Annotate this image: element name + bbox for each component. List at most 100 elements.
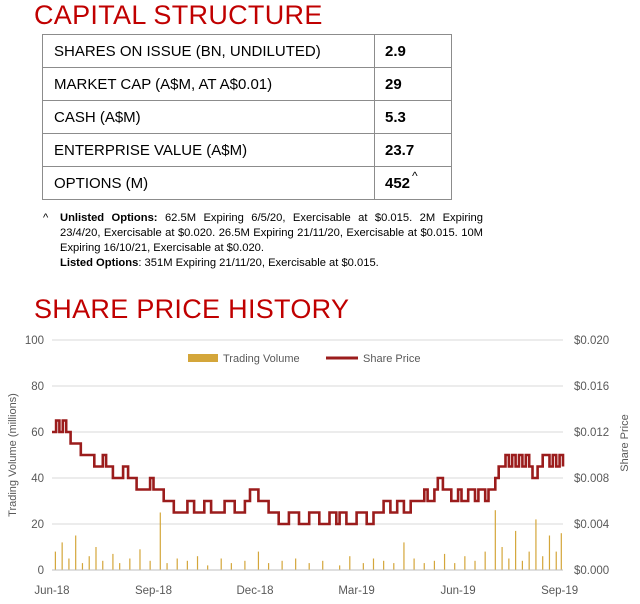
volume-bar <box>443 553 446 570</box>
left-tick-label: 40 <box>31 473 44 485</box>
right-tick-label: $0.004 <box>574 519 610 531</box>
right-tick-label: $0.008 <box>574 473 609 485</box>
table-row: ENTERPRISE VALUE (A$M) 23.7 <box>42 133 452 167</box>
volume-bar <box>230 563 232 570</box>
share-price-line <box>52 419 565 526</box>
volume-bar <box>403 542 405 570</box>
capital-structure-table: SHARES ON ISSUE (BN, UNDILUTED) 2.9 MARK… <box>42 34 452 200</box>
volume-bar <box>129 558 131 570</box>
volume-bar <box>95 547 97 570</box>
share-price-history-heading: SHARE PRICE HISTORY <box>34 294 350 324</box>
volume-bar <box>102 560 104 570</box>
row-label: OPTIONS (M) <box>42 166 375 200</box>
volume-bar <box>244 560 246 570</box>
volume-bar <box>196 556 199 570</box>
x-tick-label: Sep-18 <box>135 585 172 597</box>
left-tick-label: 0 <box>38 565 44 577</box>
right-tick-label: $0.020 <box>574 335 609 347</box>
volume-bar <box>474 560 476 570</box>
row-value-text: 29 <box>385 75 402 93</box>
legend-volume-swatch <box>188 354 218 362</box>
x-tick-label: Sep-19 <box>541 585 578 597</box>
volume-bar <box>159 512 161 570</box>
volume-bar <box>464 556 466 570</box>
volume-bar <box>339 565 341 570</box>
footnote-mark: ^ <box>412 169 418 183</box>
left-axis-ticks: 0 20 40 60 80 100 <box>25 335 44 577</box>
table-row: SHARES ON ISSUE (BN, UNDILUTED) 2.9 <box>42 34 452 68</box>
row-value: 5.3 <box>374 100 452 134</box>
volume-bar <box>383 560 385 570</box>
x-tick-label: Jun-18 <box>34 585 69 597</box>
left-tick-label: 80 <box>31 381 44 393</box>
volume-bar <box>515 530 517 570</box>
right-axis-ticks: $0.000 $0.004 $0.008 $0.012 $0.016 $0.020 <box>574 335 610 577</box>
volume-bar <box>207 565 209 570</box>
volume-bar <box>542 556 544 570</box>
volume-bar <box>75 535 77 570</box>
volume-bar <box>119 563 121 570</box>
capital-structure-heading: CAPITAL STRUCTURE <box>34 0 323 30</box>
volume-bar <box>112 553 114 570</box>
volume-bar <box>560 533 562 570</box>
right-tick-label: $0.012 <box>574 427 609 439</box>
left-tick-label: 60 <box>31 427 44 439</box>
volume-bar <box>149 560 151 570</box>
row-label: ENTERPRISE VALUE (A$M) <box>42 133 375 167</box>
right-tick-label: $0.000 <box>574 565 609 577</box>
volume-bar <box>68 558 70 570</box>
listed-options-text: : 351M Expiring 21/11/20, Exercisable at… <box>138 257 379 269</box>
row-value-text: 23.7 <box>385 141 415 159</box>
volume-bar <box>362 563 364 570</box>
volume-bar <box>349 556 351 570</box>
volume-bar <box>555 551 557 570</box>
volume-bar <box>88 556 90 570</box>
table-row: MARKET CAP (A$M, AT A$0.01) 29 <box>42 67 452 101</box>
volume-bar <box>501 547 503 570</box>
table-row: CASH (A$M) 5.3 <box>42 100 452 134</box>
listed-options-note: Listed Options: 351M Expiring 21/11/20, … <box>60 256 483 271</box>
volume-bar <box>139 549 141 570</box>
row-label: SHARES ON ISSUE (BN, UNDILUTED) <box>42 34 375 68</box>
volume-bar <box>322 560 324 570</box>
row-label: CASH (A$M) <box>42 100 375 134</box>
row-value-text: 5.3 <box>385 108 406 126</box>
left-axis-label: Trading Volume (millions) <box>7 393 19 517</box>
volume-bar <box>61 542 63 570</box>
x-tick-label: Jun-19 <box>441 585 476 597</box>
volume-bar <box>295 558 297 570</box>
left-tick-label: 20 <box>31 519 44 531</box>
listed-options-label: Listed Options <box>60 257 139 269</box>
x-tick-label: Mar-19 <box>338 585 374 597</box>
volume-bar <box>508 558 510 570</box>
row-value-text: 452 <box>385 174 411 192</box>
volume-bar <box>423 563 425 570</box>
footnote-body: Unlisted Options: 62.5M Expiring 6/5/20,… <box>60 211 483 271</box>
legend-volume-label: Trading Volume <box>223 353 300 365</box>
row-value: 29 <box>374 67 452 101</box>
left-tick-label: 100 <box>25 335 44 347</box>
volume-bar <box>176 558 178 570</box>
options-footnote: ^ Unlisted Options: 62.5M Expiring 6/5/2… <box>43 211 483 271</box>
unlisted-options-note: Unlisted Options: 62.5M Expiring 6/5/20,… <box>60 211 483 256</box>
volume-bar <box>548 535 551 570</box>
volume-bar <box>484 551 486 570</box>
volume-bar <box>281 560 283 570</box>
row-value-text: 2.9 <box>385 42 406 60</box>
row-value: 2.9 <box>374 34 452 68</box>
volume-bar <box>528 551 530 570</box>
row-label: MARKET CAP (A$M, AT A$0.01) <box>42 67 375 101</box>
volume-bar <box>494 510 496 570</box>
volume-bar <box>54 551 56 570</box>
volume-bar <box>308 563 310 570</box>
right-tick-label: $0.016 <box>574 381 609 393</box>
volume-bar <box>186 560 188 570</box>
volume-bar <box>220 558 222 570</box>
unlisted-options-text: 62.5M Expiring 6/5/20, Exercisable at $0… <box>60 212 483 254</box>
volume-bars <box>54 510 562 570</box>
volume-bar <box>454 563 456 570</box>
legend-price-label: Share Price <box>363 353 420 365</box>
footnote-mark: ^ <box>43 212 49 224</box>
x-tick-label: Dec-18 <box>237 585 274 597</box>
